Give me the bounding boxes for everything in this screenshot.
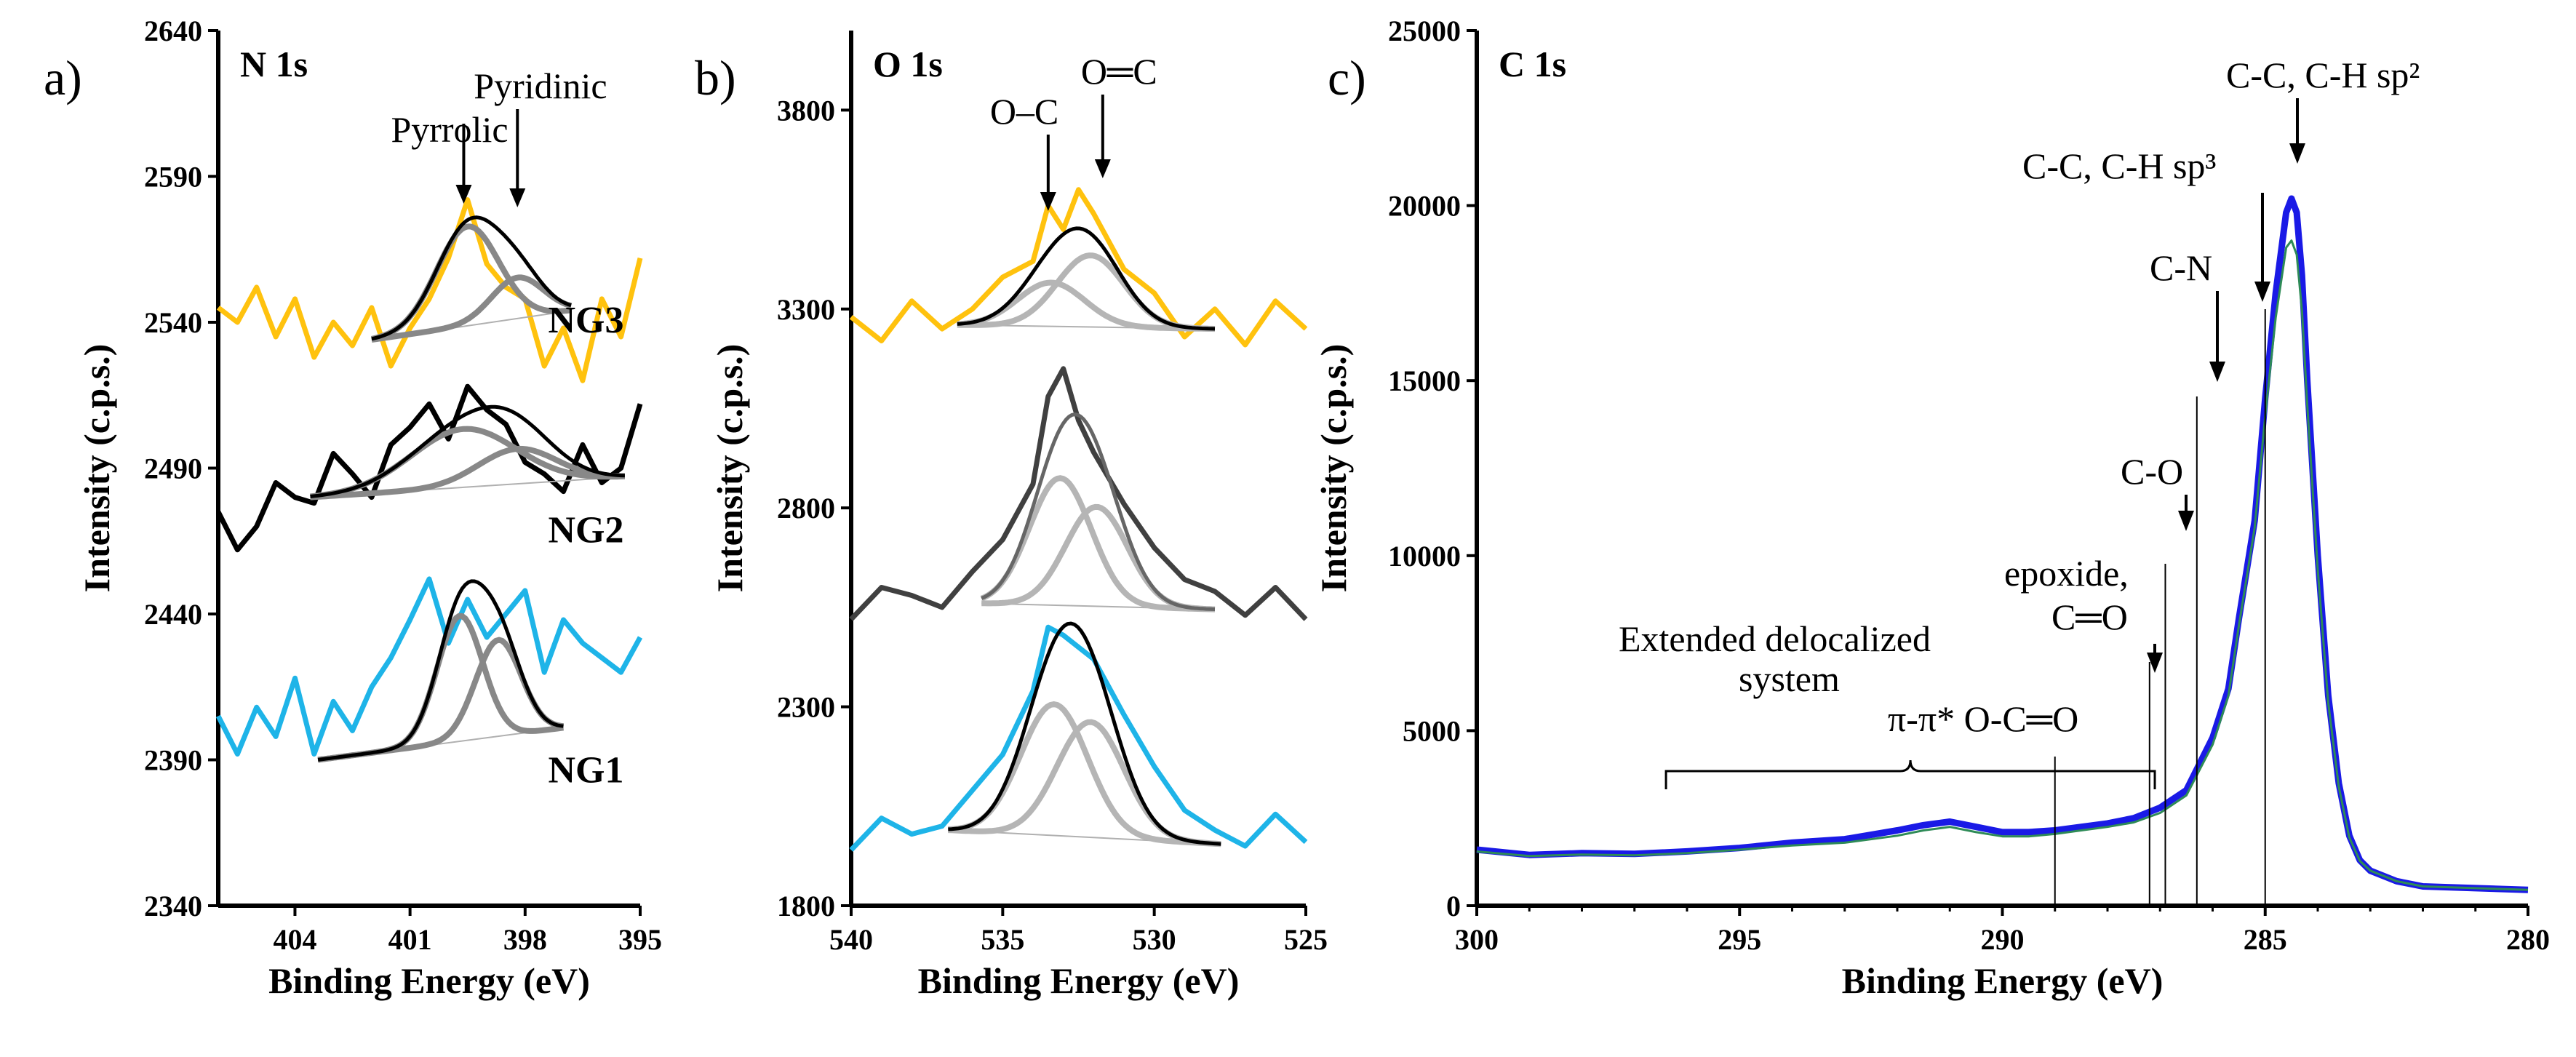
panel-title: C 1s — [1499, 44, 1566, 84]
y-tick-label: 0 — [1446, 890, 1461, 922]
fit-envelope-line — [957, 226, 1216, 331]
x-tick-label: 295 — [1718, 923, 1761, 956]
x-tick-label: 398 — [503, 923, 547, 956]
raw-spectrum-line — [849, 624, 1308, 852]
peak-annotation: π-π* O-C═O — [1888, 698, 2078, 739]
annotation-arrow-head — [2289, 143, 2305, 164]
y-tick-label: 2300 — [777, 691, 835, 724]
y-tick-label: 25000 — [1388, 15, 1461, 47]
fit-envelope-line — [317, 579, 564, 762]
y-tick-label: 2540 — [144, 306, 202, 339]
y-axis-label: Intensity (c.p.s.) — [709, 344, 750, 593]
peak-annotation: C═O — [2051, 597, 2128, 637]
panel-label: a) — [44, 50, 82, 105]
y-tick-label: 2490 — [144, 452, 202, 485]
y-tick-label: 5000 — [1403, 714, 1461, 747]
y-tick-label: 2640 — [144, 15, 202, 47]
raw-spectrum-line — [849, 366, 1308, 621]
y-tick-label: 2800 — [777, 492, 835, 524]
y-tick-label: 1800 — [777, 890, 835, 922]
annotation-arrow-head — [2178, 511, 2194, 531]
peak-label: Pyrrolic — [391, 109, 508, 150]
x-tick-label: 401 — [388, 923, 432, 956]
fit-component-line — [948, 719, 1221, 847]
fit-component-line — [371, 274, 573, 343]
y-tick-label: 2590 — [144, 161, 202, 194]
fit-envelope-line — [948, 621, 1221, 846]
peak-label: O═C — [1081, 51, 1157, 92]
y-tick-label: 20000 — [1388, 190, 1461, 223]
peak-arrow-head — [1040, 192, 1056, 211]
x-axis-label: Binding Energy (eV) — [268, 960, 590, 1001]
peak-annotation: epoxide, — [2004, 553, 2129, 594]
peak-annotation: system — [1739, 658, 1840, 699]
y-tick-label: 15000 — [1388, 364, 1461, 397]
peak-arrow-head — [509, 188, 526, 207]
peak-label: Pyridinic — [474, 65, 607, 106]
x-tick-label: 540 — [829, 923, 873, 956]
x-tick-label: 525 — [1284, 923, 1328, 956]
peak-annotation: C-C, C-H sp³ — [2022, 145, 2216, 186]
peak-annotation: C-O — [2121, 451, 2183, 492]
x-tick-label: 404 — [273, 923, 316, 956]
sample-label: NG1 — [548, 749, 623, 791]
annotation-arrow-head — [2254, 282, 2270, 302]
fit-envelope-line — [371, 215, 572, 341]
fit-envelope-line — [981, 412, 1216, 611]
x-axis-label: Binding Energy (eV) — [918, 960, 1240, 1001]
panel-title: O 1s — [873, 44, 943, 84]
peak-label: O–C — [990, 91, 1058, 132]
y-tick-label: 2340 — [144, 890, 202, 922]
y-tick-label: 3800 — [777, 94, 835, 127]
sample-label: NG2 — [548, 510, 623, 551]
c1s-fit-line — [1476, 239, 2529, 891]
fit-component-line — [310, 445, 625, 500]
peak-annotation: Extended delocalized — [1619, 618, 1931, 659]
y-tick-label: 3300 — [777, 293, 835, 326]
x-tick-label: 535 — [981, 923, 1024, 956]
panel-label: b) — [695, 50, 736, 105]
panel-c1s: 0 5000 10000 15000 20000 25000 300 295 290 285 280… — [1313, 15, 2550, 1001]
peak-arrow-head — [455, 185, 472, 204]
y-tick-label: 2440 — [144, 598, 202, 631]
fit-component-line — [980, 475, 1216, 613]
panel-label: c) — [1328, 50, 1366, 105]
peak-arrow-head — [1094, 159, 1111, 178]
x-axis-label: Binding Energy (eV) — [1842, 960, 2164, 1001]
peak-annotation: C-N — [2150, 247, 2212, 288]
y-axis-label: Intensity (c.p.s.) — [76, 344, 117, 593]
x-tick-label: 285 — [2244, 923, 2287, 956]
panel-o1s: 1800 2300 2800 3300 3800 540 535 530 525 Binding … — [695, 31, 1328, 1001]
x-tick-label: 395 — [618, 923, 662, 956]
annotation-arrow-head — [2147, 653, 2163, 673]
y-axis-label: Intensity (c.p.s.) — [1313, 344, 1354, 593]
x-tick-label: 290 — [1981, 923, 2025, 956]
raw-spectrum-line — [215, 576, 643, 757]
fit-envelope-line — [310, 404, 625, 498]
fit-component-line — [957, 252, 1216, 332]
sample-label: NG3 — [548, 300, 623, 341]
raw-spectrum-line — [849, 187, 1308, 348]
raw-spectrum-line — [216, 197, 643, 383]
x-tick-label: 300 — [1455, 923, 1499, 956]
panel-n1s: 2340 2390 2440 2490 2540 2590 2640 404 401 398 395… — [44, 15, 662, 1001]
annotation-arrow-head — [2209, 362, 2225, 382]
panel-title: N 1s — [240, 44, 308, 84]
peak-annotation: C-C, C-H sp² — [2226, 55, 2420, 95]
x-tick-label: 280 — [2506, 923, 2550, 956]
x-tick-label: 530 — [1133, 923, 1176, 956]
y-tick-label: 2390 — [144, 744, 202, 777]
delocalized-bracket — [1664, 759, 2156, 789]
y-tick-label: 10000 — [1388, 540, 1461, 573]
c1s-spectrum-line — [1476, 195, 2529, 893]
